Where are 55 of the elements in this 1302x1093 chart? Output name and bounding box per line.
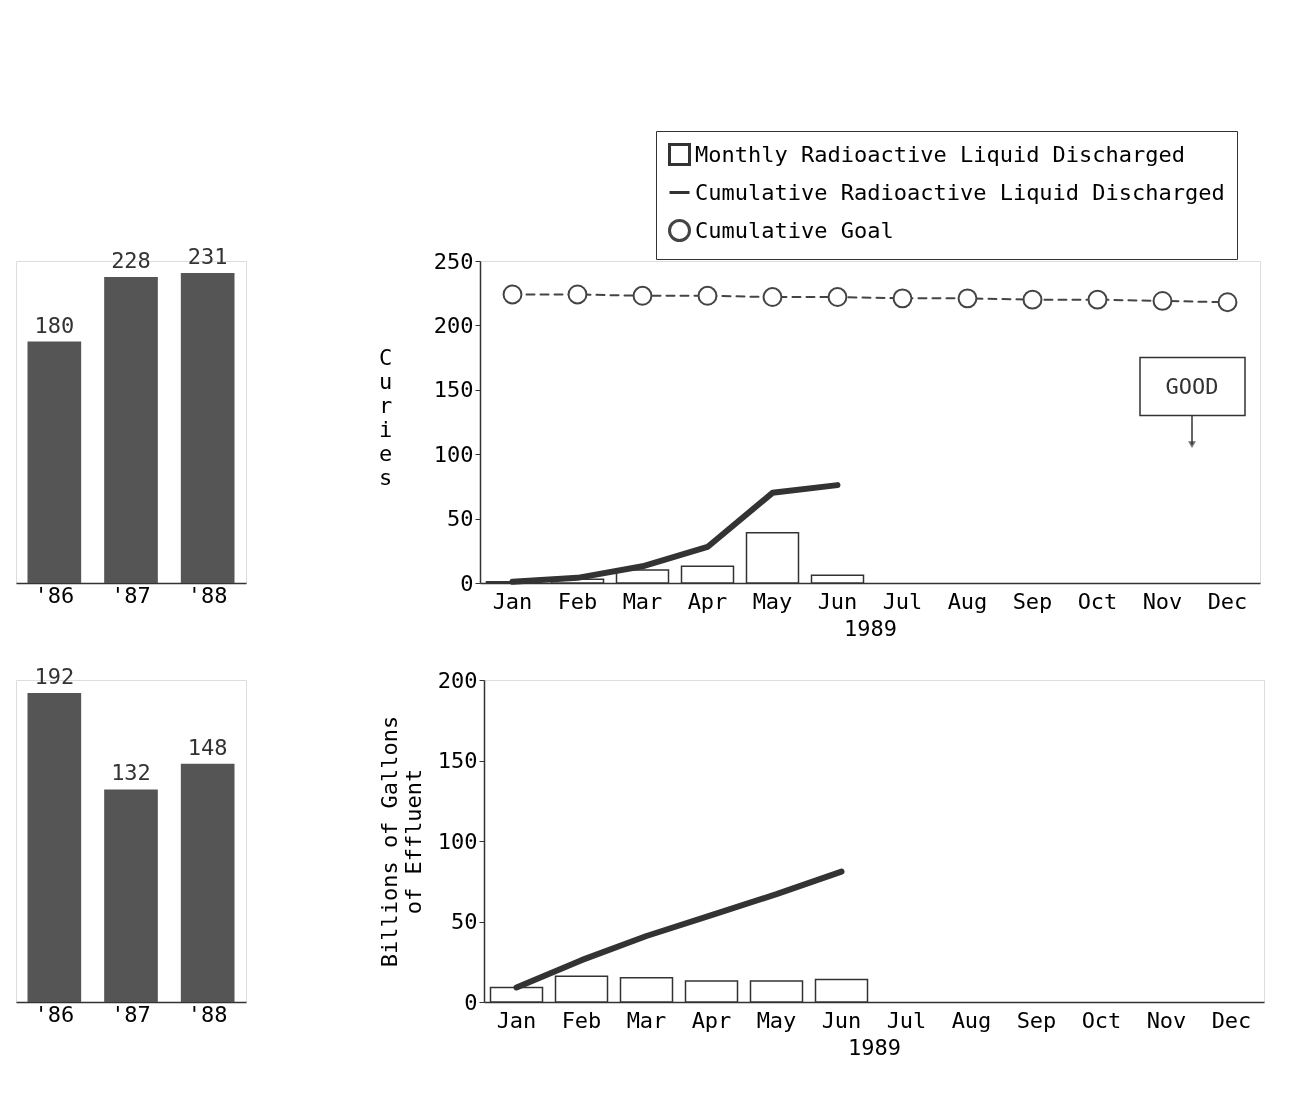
legend-label: Cumulative Radioactive Liquid Discharged — [695, 179, 1225, 205]
x-tick-label: Jul — [882, 588, 923, 614]
x-tick-label: Jul — [886, 1007, 927, 1033]
data-label: 192 — [34, 663, 75, 689]
y-tick-label: 200 — [437, 667, 478, 693]
x-tick-label: Dec — [1207, 588, 1248, 614]
y-tick-label: 100 — [437, 828, 478, 854]
y-tick-label: 100 — [433, 441, 474, 467]
y-tick-label: 150 — [437, 748, 478, 773]
x-tick-label: Apr — [691, 1007, 732, 1033]
data-label: 132 — [111, 760, 151, 786]
legend-label: Monthly Radioactive Liquid Discharged — [695, 141, 1186, 167]
y-tick-label: 150 — [433, 377, 474, 403]
x-tick-label: May — [752, 588, 793, 614]
x-tick-label: Dec — [1211, 1007, 1252, 1033]
x-tick-label: '87 — [111, 582, 151, 608]
x-tick-label: Apr — [687, 588, 728, 614]
x-tick-label: Mar — [622, 588, 663, 614]
legend-label: Cumulative Goal — [695, 217, 894, 243]
x-tick-label: Sep — [1016, 1007, 1057, 1033]
data-label: 228 — [111, 248, 151, 274]
data-label: 148 — [187, 734, 228, 760]
x-tick-label: May — [756, 1007, 797, 1033]
y-tick-label: 50 — [447, 506, 474, 532]
data-label: 231 — [187, 244, 228, 270]
x-axis-title: 1989 — [848, 1034, 901, 1060]
x-tick-label: Oct — [1081, 1007, 1122, 1033]
x-tick-label: Mar — [626, 1007, 667, 1033]
y-axis-title: Billions of Gallons of Effluent — [376, 715, 426, 968]
y-tick-label: 0 — [464, 989, 478, 1015]
x-tick-label: Oct — [1077, 588, 1118, 614]
x-tick-label: '86 — [34, 1001, 75, 1027]
y-tick-label: 200 — [433, 312, 474, 338]
y-axis-title: Curies — [378, 345, 393, 491]
x-tick-label: '87 — [111, 1001, 151, 1027]
x-tick-label: Nov — [1146, 1007, 1187, 1033]
x-tick-label: Aug — [951, 1007, 992, 1033]
x-tick-label: Sep — [1012, 588, 1053, 614]
x-axis-title: 1989 — [844, 615, 897, 641]
x-tick-label: Aug — [947, 588, 988, 614]
y-tick-label: 50 — [451, 909, 478, 934]
y-tick-label: 250 — [433, 248, 474, 274]
x-tick-label: '88 — [187, 1001, 228, 1027]
x-tick-label: '86 — [34, 582, 75, 608]
y-tick-label: 0 — [460, 570, 474, 596]
x-tick-label: '88 — [187, 582, 228, 608]
x-tick-label: Feb — [561, 1007, 602, 1033]
x-tick-label: Jun — [821, 1007, 862, 1033]
x-tick-label: Nov — [1142, 588, 1183, 614]
x-tick-label: Feb — [557, 588, 598, 614]
x-tick-label: Jan — [496, 1007, 537, 1033]
x-tick-label: Jan — [492, 588, 533, 614]
annotation: GOOD — [1165, 373, 1219, 399]
x-tick-label: Jun — [817, 588, 858, 614]
data-label: 180 — [34, 312, 75, 338]
